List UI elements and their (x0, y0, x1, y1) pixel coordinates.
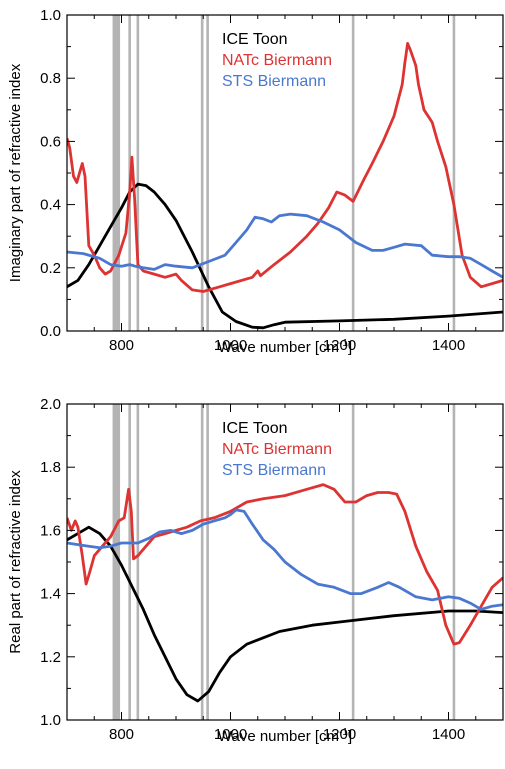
y-tick-label: 0.0 (40, 323, 61, 340)
y-tick-label: 0.2 (40, 260, 61, 277)
x-tick-label: 1400 (432, 726, 465, 743)
x-tick-label: 1400 (432, 337, 465, 354)
x-axis-label-sup: -1 (339, 338, 348, 349)
y-tick-label: 0.6 (40, 133, 61, 150)
series-line-3 (67, 212, 503, 279)
legend-entry-2: NATc Biermann (222, 441, 332, 458)
x-tick-label: 1000 (214, 337, 247, 354)
x-axis-label-main: Wave number [cm (218, 339, 339, 356)
x-tick-label: 800 (109, 337, 134, 354)
x-axis-label-main: Wave number [cm (218, 728, 339, 745)
y-tick-label: 0.4 (40, 197, 61, 214)
y-axis-label: Imaginary part of refractive index (7, 63, 24, 282)
legend-entry-1: ICE Toon (222, 31, 288, 48)
legend-entry-2: NATc Biermann (222, 52, 332, 69)
series-line-2 (67, 483, 503, 646)
series-line-2 (67, 42, 503, 293)
y-tick-label: 2.0 (40, 396, 61, 413)
y-tick-label: 1.6 (40, 522, 61, 539)
y-tick-label: 0.8 (40, 70, 61, 87)
series-line-3 (67, 508, 503, 611)
y-tick-label: 1.2 (40, 649, 61, 666)
x-tick-label: 1000 (214, 726, 247, 743)
y-tick-label: 1.0 (40, 7, 61, 24)
y-axis-label: Real part of refractive index (7, 470, 24, 654)
x-axis-label-end: ] (348, 728, 352, 745)
y-tick-label: 1.8 (40, 459, 61, 476)
x-tick-label: 1200 (323, 337, 356, 354)
series-line-1 (67, 182, 503, 330)
legend-entry-3: STS Biermann (222, 462, 326, 479)
x-axis-label-end: ] (348, 339, 352, 356)
y-tick-label: 1.4 (40, 586, 61, 603)
x-tick-label: 800 (109, 726, 134, 743)
chart-panel-1: 800 1000 1200 1400 0.0 0.2 0.4 0.6 0.8 1.0 Wave nu… (7, 7, 504, 356)
legend-entry-1: ICE Toon (222, 420, 288, 437)
x-axis-label-sup: -1 (339, 727, 348, 738)
legend-entry-3: STS Biermann (222, 73, 326, 90)
chart-panel-2: 800 1000 1200 1400 1.0 1.2 1.4 1.6 1.8 2.0 Wave nu… (7, 396, 504, 745)
x-axis-label: Wave number [cm-1] (218, 338, 352, 356)
x-axis-label: Wave number [cm-1] (218, 727, 352, 745)
x-tick-label: 1200 (323, 726, 356, 743)
y-tick-label: 1.0 (40, 712, 61, 729)
